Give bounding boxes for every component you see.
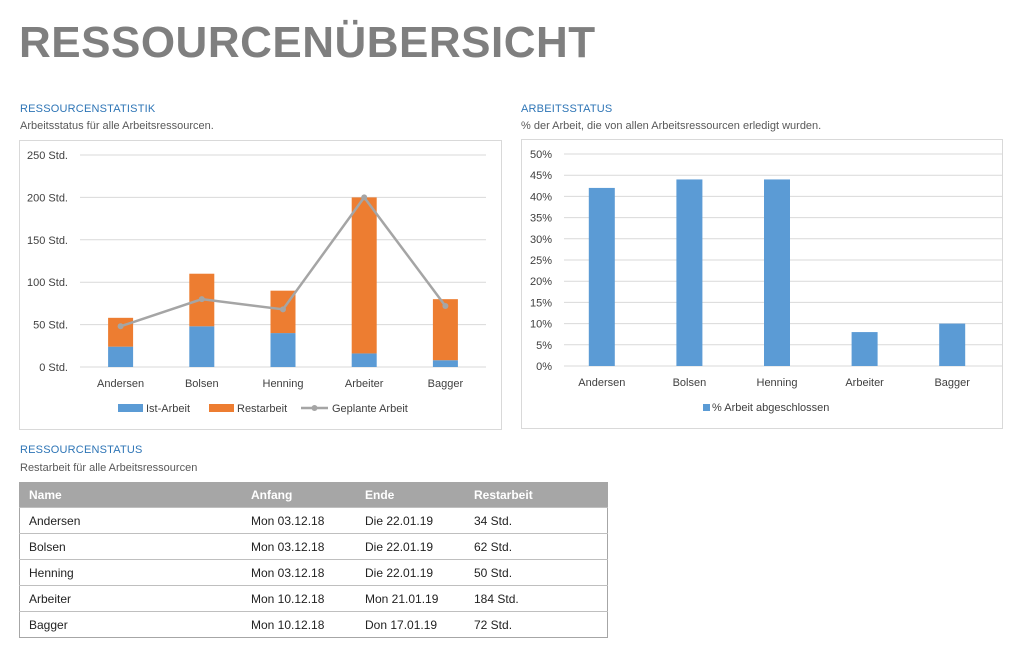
resource-stats-chart: 0 Std. 50 Std. 100 Std. 150 Std. 200 Std. 250… — [19, 140, 502, 430]
y-tick-label: 0 Std. — [39, 362, 68, 374]
bar-arbeit-abgeschlossen — [851, 332, 878, 366]
table-row: Henning Mon 03.12.18 Die 22.01.19 50 Std… — [19, 559, 608, 586]
work-status-chart-svg: 0% 5% 10% 15% 20% 25% 30% 35% 40% 45% 50% Andersen B… — [530, 149, 1002, 414]
point-geplante-arbeit — [117, 323, 124, 330]
x-tick-label: Bolsen — [185, 378, 219, 390]
table-header-row: Name Anfang Ende Restarbeit — [19, 482, 608, 508]
header-name: Name — [19, 482, 242, 508]
y-tick-label: 10% — [530, 319, 552, 331]
work-section-subtitle: % der Arbeit, die von allen Arbeitsresso… — [521, 120, 822, 132]
point-geplante-arbeit — [280, 306, 286, 313]
x-tick-label: Andersen — [578, 377, 625, 389]
cell-remaining: 184 Std. — [465, 585, 608, 612]
bar-restarbeit — [432, 299, 458, 361]
x-tick-label: Bagger — [934, 377, 970, 389]
stats-section-subtitle: Arbeitsstatus für alle Arbeitsressourcen… — [20, 120, 214, 132]
cell-end: Die 22.01.19 — [356, 507, 465, 534]
table-row: Bolsen Mon 03.12.18 Die 22.01.19 62 Std. — [19, 533, 608, 560]
cell-start: Mon 10.12.18 — [242, 611, 356, 638]
resource-stats-chart-svg: 0 Std. 50 Std. 100 Std. 150 Std. 200 Std. 250… — [27, 150, 486, 415]
cell-end: Die 22.01.19 — [356, 533, 465, 560]
bar-arbeit-abgeschlossen — [588, 187, 615, 366]
work-section-title: ARBEITSSTATUS — [521, 103, 613, 115]
y-tick-label: 0% — [536, 361, 552, 373]
y-tick-label: 100 Std. — [27, 277, 68, 289]
x-tick-label: Arbeiter — [845, 377, 884, 389]
legend-label-ist-arbeit: Ist-Arbeit — [146, 403, 190, 415]
y-tick-label: 150 Std. — [27, 235, 68, 247]
cell-start: Mon 03.12.18 — [242, 507, 356, 534]
cell-end: Don 17.01.19 — [356, 611, 465, 638]
y-tick-label: 250 Std. — [27, 150, 68, 162]
y-tick-label: 50 Std. — [33, 320, 68, 332]
point-geplante-arbeit — [361, 194, 368, 201]
cell-start: Mon 10.12.18 — [242, 585, 356, 612]
y-tick-label: 45% — [530, 170, 552, 182]
x-tick-label: Bolsen — [673, 377, 707, 389]
legend-label-geplante-arbeit: Geplante Arbeit — [332, 403, 408, 415]
cell-start: Mon 03.12.18 — [242, 559, 356, 586]
header-end: Ende — [356, 482, 465, 508]
work-status-chart: 0% 5% 10% 15% 20% 25% 30% 35% 40% 45% 50% Andersen B… — [521, 139, 1003, 429]
x-tick-label: Henning — [757, 377, 798, 389]
cell-remaining: 50 Std. — [465, 559, 608, 586]
cell-name: Bagger — [19, 611, 242, 638]
legend-swatch-ist-arbeit — [118, 404, 143, 412]
cell-name: Bolsen — [19, 533, 242, 560]
page-title: RESSOURCENÜBERSICHT — [19, 18, 596, 67]
cell-remaining: 34 Std. — [465, 507, 608, 534]
legend-label-arbeit-abgeschlossen: % Arbeit abgeschlossen — [712, 402, 829, 414]
x-tick-label: Arbeiter — [345, 378, 384, 390]
x-tick-label: Bagger — [428, 378, 464, 390]
legend-marker-geplante-arbeit — [311, 405, 318, 411]
table-row: Arbeiter Mon 10.12.18 Mon 21.01.19 184 S… — [19, 585, 608, 612]
bar-ist-arbeit — [432, 360, 458, 367]
status-section-subtitle: Restarbeit für alle Arbeitsressourcen — [20, 462, 198, 474]
stats-section-title: RESSOURCENSTATISTIK — [20, 103, 156, 115]
resource-status-table: Name Anfang Ende Restarbeit Andersen Mon… — [19, 482, 608, 638]
legend-swatch-restarbeit — [209, 404, 234, 412]
cell-end: Mon 21.01.19 — [356, 585, 465, 612]
cell-start: Mon 03.12.18 — [242, 533, 356, 560]
cell-name: Andersen — [19, 507, 242, 534]
cell-remaining: 72 Std. — [465, 611, 608, 638]
legend-label-restarbeit: Restarbeit — [237, 403, 287, 415]
cell-remaining: 62 Std. — [465, 533, 608, 560]
y-tick-label: 15% — [530, 297, 552, 309]
x-tick-label: Henning — [263, 378, 304, 390]
header-start: Anfang — [242, 482, 356, 508]
bar-ist-arbeit — [189, 326, 215, 367]
y-tick-label: 20% — [530, 276, 552, 288]
bar-ist-arbeit — [270, 333, 296, 367]
header-remaining: Restarbeit — [465, 482, 608, 508]
y-tick-label: 200 Std. — [27, 192, 68, 204]
table-row: Bagger Mon 10.12.18 Don 17.01.19 72 Std. — [19, 611, 608, 638]
y-tick-label: 5% — [536, 340, 552, 352]
legend-swatch-arbeit-abgeschlossen — [703, 404, 710, 411]
y-tick-label: 40% — [530, 191, 552, 203]
bar-ist-arbeit — [108, 346, 134, 367]
y-tick-label: 30% — [530, 234, 552, 246]
status-section-title: RESSOURCENSTATUS — [20, 444, 143, 456]
y-tick-label: 35% — [530, 213, 552, 225]
bar-arbeit-abgeschlossen — [764, 179, 790, 366]
table-row: Andersen Mon 03.12.18 Die 22.01.19 34 St… — [19, 507, 608, 534]
x-tick-label: Andersen — [97, 378, 144, 390]
point-geplante-arbeit — [198, 296, 205, 303]
bar-arbeit-abgeschlossen — [676, 179, 703, 366]
y-tick-label: 50% — [530, 149, 552, 161]
y-tick-label: 25% — [530, 255, 552, 267]
cell-name: Henning — [19, 559, 242, 586]
cell-end: Die 22.01.19 — [356, 559, 465, 586]
cell-name: Arbeiter — [19, 585, 242, 612]
point-geplante-arbeit — [442, 302, 449, 309]
bar-ist-arbeit — [351, 353, 377, 367]
bar-arbeit-abgeschlossen — [939, 323, 966, 366]
bar-restarbeit — [351, 197, 377, 354]
